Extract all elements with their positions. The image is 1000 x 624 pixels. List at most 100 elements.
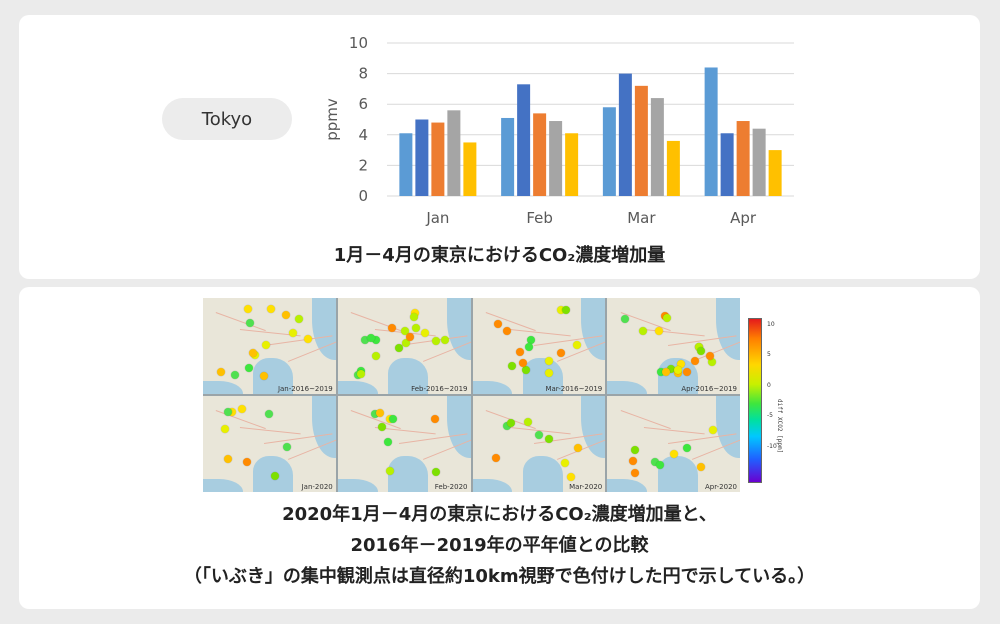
observation-dot (525, 342, 534, 351)
bar (666, 140, 680, 196)
observation-dot (371, 410, 380, 419)
observation-dot (697, 462, 706, 471)
observation-dot (220, 425, 229, 434)
observation-dot (502, 422, 511, 431)
ocean-shape (607, 380, 648, 394)
observation-dot (522, 365, 531, 374)
colorbar-label: diff XCO2 [ppm] (776, 399, 783, 454)
observation-dot (230, 371, 239, 380)
observation-dot (515, 348, 524, 357)
bay-shape (388, 357, 428, 394)
observation-dot (400, 327, 409, 336)
observation-dot (657, 367, 666, 376)
bar (618, 73, 632, 196)
y-tick-label: 0 (358, 187, 368, 205)
observation-dot (410, 309, 419, 318)
map-panel: Apr-2020 (607, 396, 740, 492)
map-label: Apr-2020 (704, 483, 737, 491)
colorbar-tick: 0 (767, 382, 771, 389)
ocean-shape (203, 380, 243, 394)
bar (768, 150, 782, 196)
colorbar-tick: -10 (767, 443, 777, 450)
observation-dot (282, 311, 291, 320)
observation-dot (705, 352, 714, 361)
ocean-shape (716, 396, 740, 459)
map-panel: Feb-2016~2019 (337, 298, 471, 394)
observation-dot (388, 414, 397, 423)
bay-shape (657, 455, 698, 492)
ocean-shape (337, 380, 378, 394)
observation-dot (367, 333, 376, 342)
bar (415, 119, 429, 196)
observation-dot (395, 343, 404, 352)
observation-dot (264, 410, 273, 419)
observation-dot (545, 356, 554, 365)
observation-dot (244, 305, 253, 314)
ocean-shape (472, 478, 513, 492)
map-panel: Jan-2016~2019 (203, 298, 336, 394)
observation-dot (709, 425, 718, 434)
ocean-shape (311, 298, 336, 361)
observation-dot (638, 326, 647, 335)
map-panel: Mar-2016~2019 (472, 298, 606, 394)
bar (533, 113, 547, 196)
observation-dot (412, 323, 421, 332)
observation-dot (431, 337, 440, 346)
road-line (509, 328, 571, 337)
observation-dot (377, 423, 386, 432)
observation-dot (357, 370, 366, 379)
bar (517, 84, 531, 196)
observation-dot (244, 364, 253, 373)
ocean-shape (716, 298, 740, 361)
bar (463, 142, 477, 196)
city-pill: Tokyo (162, 98, 292, 140)
bar (501, 117, 515, 196)
map-label: Mar-2016~2019 (545, 385, 603, 393)
observation-dot (432, 467, 441, 476)
observation-dot (666, 365, 675, 374)
observation-dot (248, 349, 257, 358)
observation-dot (708, 358, 717, 367)
observation-dot (691, 356, 700, 365)
bay-shape (388, 455, 428, 492)
map-label: Jan-2016~2019 (277, 385, 333, 393)
colorbar (748, 318, 762, 483)
observation-dot (534, 430, 543, 439)
observation-dot (656, 461, 665, 470)
observation-dot (651, 458, 660, 467)
road-line (644, 328, 706, 337)
y-tick-label: 6 (358, 95, 368, 113)
map-label: Feb-2016~2019 (411, 385, 468, 393)
observation-dot (556, 306, 565, 315)
observation-dot (267, 305, 276, 314)
observation-dot (544, 368, 553, 377)
observation-dot (697, 346, 706, 355)
x-tick-label: Mar (627, 209, 656, 227)
bar (650, 98, 664, 196)
observation-dot (556, 349, 565, 358)
observation-dot (682, 367, 691, 376)
observation-dot (506, 418, 515, 427)
y-tick-label: 2 (358, 156, 368, 174)
caption-line: 2016年－2019年の平年値との比較 (350, 535, 649, 556)
ocean-shape (337, 478, 378, 492)
observation-dot (375, 409, 384, 418)
observation-dot (544, 434, 553, 443)
x-tick-label: Feb (526, 209, 553, 227)
bar (565, 133, 579, 196)
bar (447, 110, 461, 196)
x-tick-label: Apr (730, 209, 757, 227)
map-panel: Feb-2020 (337, 396, 471, 492)
observation-dot (405, 332, 414, 341)
observation-dot (629, 456, 638, 465)
observation-dot (261, 341, 270, 350)
observation-dot (224, 454, 233, 463)
y-tick-label: 8 (358, 65, 368, 83)
caption-line: 2020年1月－4月の東京におけるCO₂濃度増加量と、 (282, 504, 717, 525)
observation-dot (401, 338, 410, 347)
observation-dot (524, 417, 533, 426)
observation-dot (673, 365, 682, 374)
colorbar-tick: -5 (767, 412, 773, 419)
map-label: Apr-2016~2019 (681, 385, 737, 393)
ocean-shape (203, 478, 243, 492)
